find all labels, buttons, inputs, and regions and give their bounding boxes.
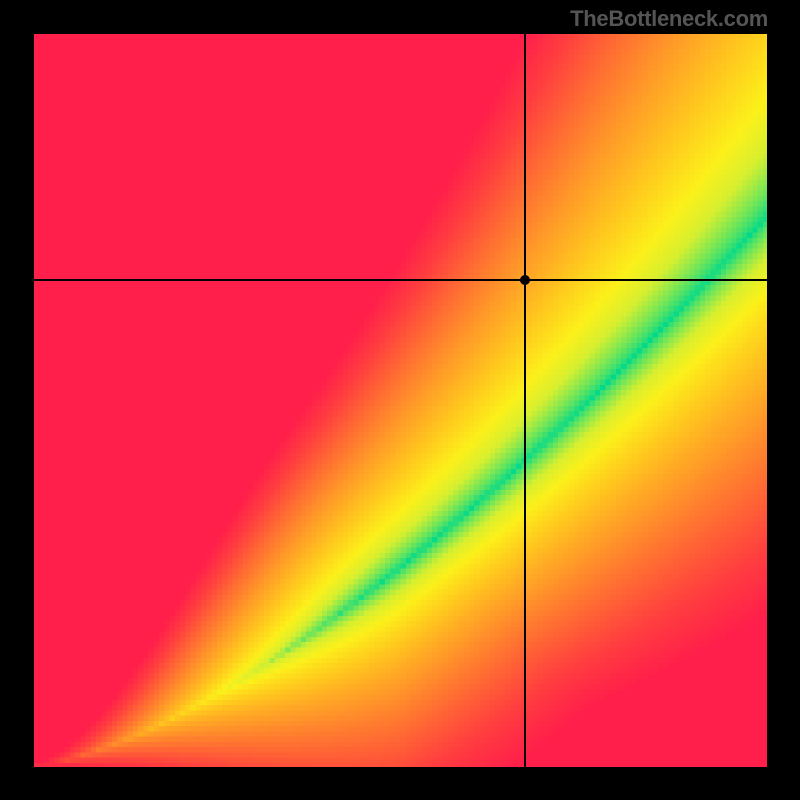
crosshair-horizontal — [33, 279, 768, 281]
crosshair-marker — [520, 275, 530, 285]
crosshair-vertical — [524, 33, 526, 768]
plot-area — [33, 33, 768, 768]
figure-container: TheBottleneck.com — [0, 0, 800, 800]
bottleneck-heatmap — [33, 33, 768, 768]
watermark-text: TheBottleneck.com — [570, 6, 768, 32]
